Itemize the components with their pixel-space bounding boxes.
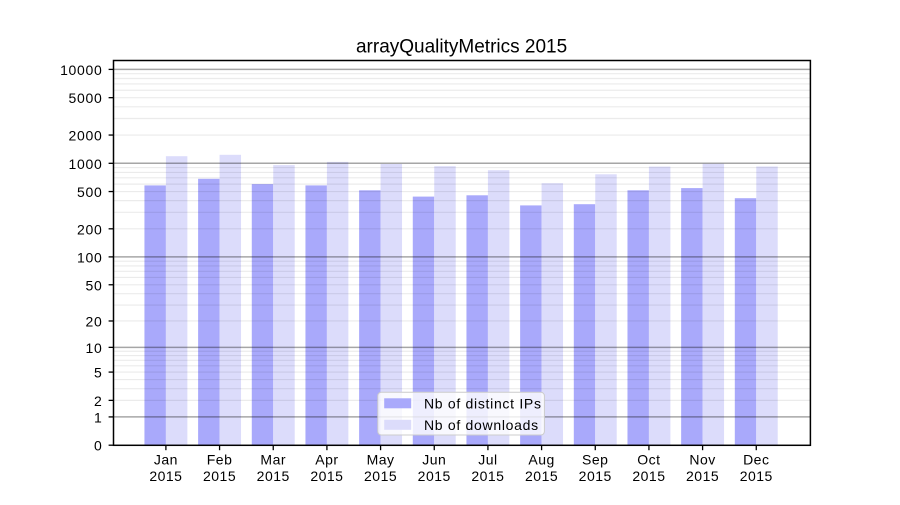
svg-text:2015: 2015 — [203, 468, 236, 484]
svg-text:2015: 2015 — [740, 468, 773, 484]
svg-text:2015: 2015 — [310, 468, 343, 484]
svg-text:Feb: Feb — [207, 452, 233, 468]
svg-text:Aug: Aug — [528, 452, 554, 468]
svg-text:Mar: Mar — [260, 452, 286, 468]
svg-text:5: 5 — [94, 365, 103, 381]
svg-text:10: 10 — [86, 340, 103, 356]
svg-text:2015: 2015 — [418, 468, 451, 484]
svg-text:Apr: Apr — [315, 452, 338, 468]
svg-text:Dec: Dec — [743, 452, 769, 468]
svg-text:10000: 10000 — [60, 62, 102, 78]
svg-text:Nov: Nov — [689, 452, 715, 468]
svg-text:100: 100 — [77, 249, 102, 265]
svg-text:May: May — [367, 452, 395, 468]
svg-text:Jul: Jul — [478, 452, 497, 468]
svg-text:2015: 2015 — [364, 468, 397, 484]
svg-text:2015: 2015 — [471, 468, 504, 484]
svg-text:1: 1 — [94, 409, 103, 425]
svg-text:2000: 2000 — [69, 128, 103, 144]
svg-text:20: 20 — [86, 313, 103, 329]
svg-text:Oct: Oct — [637, 452, 660, 468]
svg-text:1000: 1000 — [69, 156, 103, 172]
svg-text:2015: 2015 — [579, 468, 612, 484]
svg-text:2015: 2015 — [525, 468, 558, 484]
svg-text:50: 50 — [86, 277, 103, 293]
svg-text:5000: 5000 — [69, 90, 103, 106]
svg-text:2015: 2015 — [257, 468, 290, 484]
svg-text:2015: 2015 — [686, 468, 719, 484]
svg-text:0: 0 — [94, 438, 103, 454]
svg-text:Jan: Jan — [154, 452, 178, 468]
svg-text:Jun: Jun — [422, 452, 446, 468]
svg-text:2015: 2015 — [632, 468, 665, 484]
svg-text:200: 200 — [77, 221, 102, 237]
svg-text:Nb of distinct IPs: Nb of distinct IPs — [424, 395, 542, 411]
svg-text:2: 2 — [94, 393, 103, 409]
svg-text:Sep: Sep — [582, 452, 608, 468]
svg-text:500: 500 — [77, 184, 102, 200]
svg-text:arrayQualityMetrics 2015: arrayQualityMetrics 2015 — [356, 36, 567, 57]
svg-text:Nb of downloads: Nb of downloads — [424, 417, 539, 433]
svg-text:2015: 2015 — [149, 468, 182, 484]
